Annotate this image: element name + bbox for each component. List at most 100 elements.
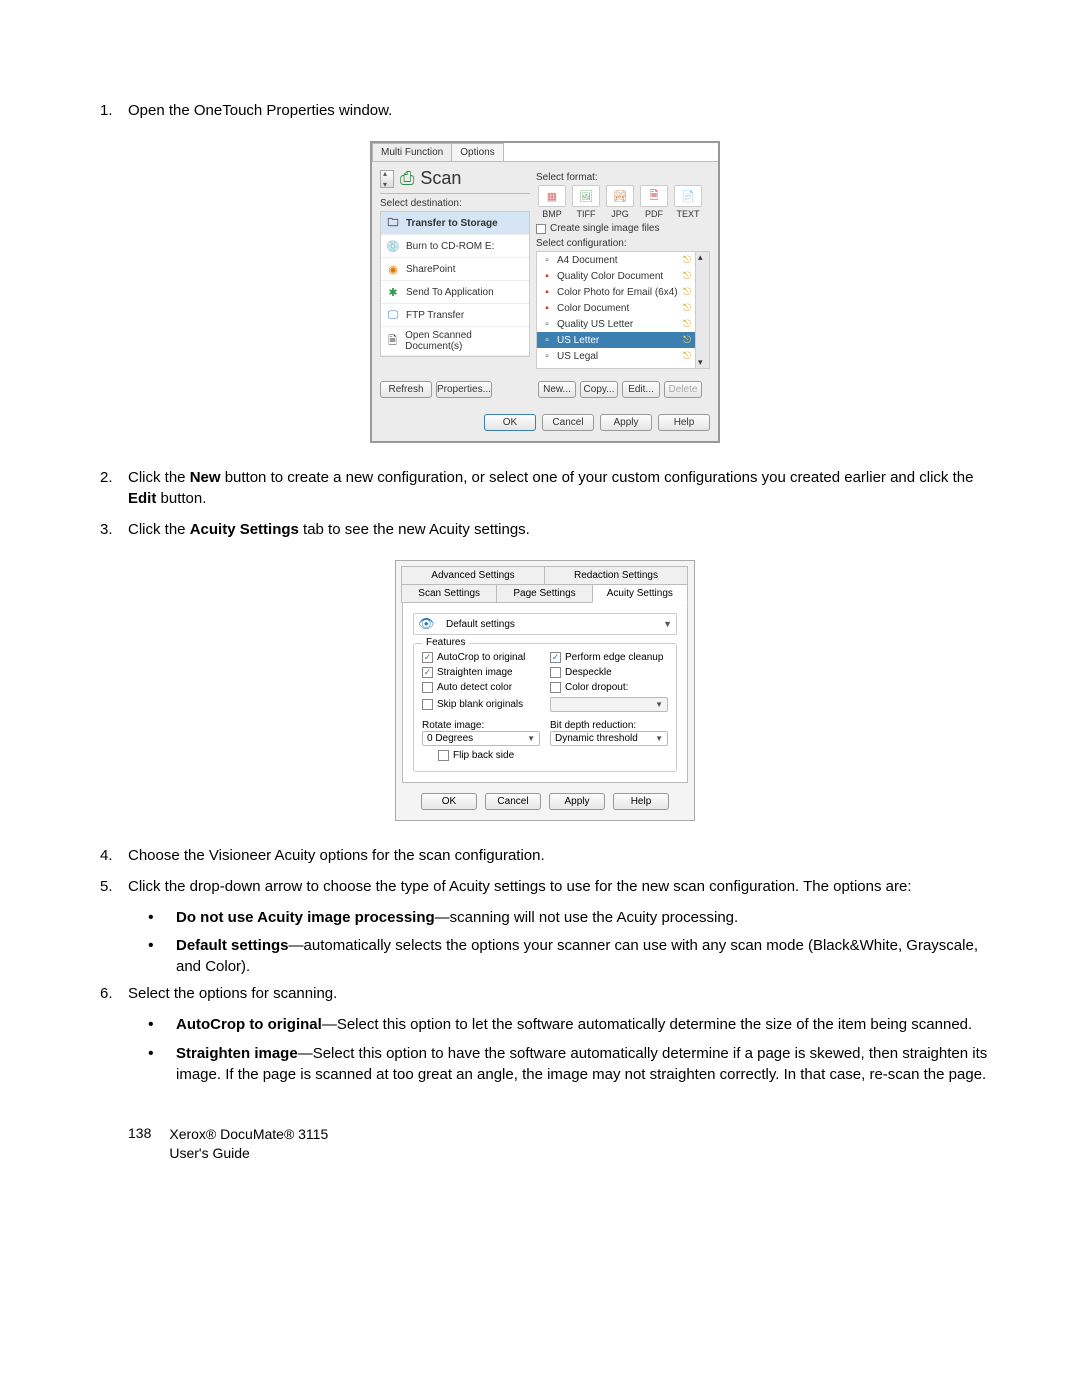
dest-sharepoint[interactable]: ◉SharePoint — [381, 258, 529, 281]
flip-checkbox[interactable] — [438, 750, 449, 761]
footer-line-1: Xerox® DocuMate® 3115 — [169, 1125, 328, 1145]
preset-value: Default settings — [446, 619, 515, 630]
skipblank-label: Skip blank originals — [437, 699, 523, 710]
straighten-checkbox[interactable]: ✓ — [422, 667, 433, 678]
fmt-pdf[interactable]: 🗎PDF — [638, 185, 670, 219]
refresh-button[interactable]: Refresh — [380, 381, 432, 398]
edge-checkbox[interactable]: ✓ — [550, 652, 561, 663]
footer-line-2: User's Guide — [169, 1144, 328, 1164]
dest-ftp[interactable]: 🖵FTP Transfer — [381, 304, 529, 327]
tab-options[interactable]: Options — [451, 143, 503, 161]
color-icon: ▪ — [541, 270, 553, 282]
step-num: 1. — [100, 100, 128, 121]
step-5-text: Click the drop-down arrow to choose the … — [128, 876, 990, 897]
autocolor-checkbox[interactable] — [422, 682, 433, 693]
help-button[interactable]: Help — [658, 414, 710, 431]
fmt-bmp[interactable]: ▦BMP — [536, 185, 568, 219]
cancel-button[interactable]: Cancel — [542, 414, 594, 431]
dest-sendapp[interactable]: ✱Send To Application — [381, 281, 529, 304]
step-1-text: Open the OneTouch Properties window. — [128, 100, 990, 121]
despeckle-checkbox[interactable] — [550, 667, 561, 678]
tab-acuity[interactable]: Acuity Settings — [592, 584, 688, 603]
flip-label: Flip back side — [453, 750, 514, 761]
page-icon: ▫ — [541, 350, 553, 362]
ftp-icon: 🖵 — [385, 307, 401, 323]
tab-page[interactable]: Page Settings — [496, 584, 592, 603]
onetouch-dialog: Multi Function Options ⎙ Scan Select des… — [370, 141, 720, 443]
delete-button: Delete — [664, 381, 702, 398]
select-config-label: Select configuration: — [536, 238, 710, 249]
scan-title: Scan — [420, 168, 461, 189]
page-icon: ▫ — [541, 318, 553, 330]
ok-button[interactable]: OK — [484, 414, 536, 431]
fmt-jpg[interactable]: 🏞JPG — [604, 185, 636, 219]
lock-icon: ⎋ — [683, 255, 691, 266]
cfg-usletter-selected[interactable]: ▫US Letter⎋ — [537, 332, 709, 348]
lock-icon: ⎋ — [683, 335, 691, 346]
bullet-text: AutoCrop to original—Select this option … — [176, 1014, 972, 1036]
autocrop-checkbox[interactable]: ✓ — [422, 652, 433, 663]
lock-icon: ⎋ — [683, 303, 691, 314]
tab-multi[interactable]: Multi Function — [372, 143, 452, 161]
step-3-text: Click the Acuity Settings tab to see the… — [128, 519, 990, 540]
apply-button[interactable]: Apply — [600, 414, 652, 431]
copy-button[interactable]: Copy... — [580, 381, 618, 398]
app-icon: ✱ — [385, 284, 401, 300]
select-format-label: Select format: — [536, 172, 710, 183]
step-num: 4. — [100, 845, 128, 866]
tab-scan[interactable]: Scan Settings — [401, 584, 497, 603]
cd-icon: 💿 — [385, 238, 401, 254]
page-number: 138 — [128, 1125, 151, 1164]
page-icon: ▫ — [541, 334, 553, 346]
bullet: • — [148, 907, 176, 929]
format-row: ▦BMP 🖼TIFF 🏞JPG 🗎PDF 📄TEXT — [536, 185, 710, 219]
step-4-text: Choose the Visioneer Acuity options for … — [128, 845, 990, 866]
lock-icon: ⎋ — [683, 351, 691, 362]
page-footer: 138 Xerox® DocuMate® 3115 User's Guide — [100, 1125, 990, 1164]
new-button[interactable]: New... — [538, 381, 576, 398]
bullet: • — [148, 1014, 176, 1036]
straighten-label: Straighten image — [437, 667, 513, 678]
help-button[interactable]: Help — [613, 793, 669, 810]
tab-advanced[interactable]: Advanced Settings — [401, 566, 545, 585]
dest-transfer[interactable]: 🗀Transfer to Storage — [381, 212, 529, 235]
dropout-checkbox[interactable] — [550, 682, 561, 693]
bullet-text: Do not use Acuity image processing—scann… — [176, 907, 738, 929]
apply-button[interactable]: Apply — [549, 793, 605, 810]
acuity-dialog: Advanced Settings Redaction Settings Sca… — [395, 560, 695, 821]
bitdepth-select[interactable]: Dynamic threshold▼ — [550, 731, 668, 746]
tab-redaction[interactable]: Redaction Settings — [544, 566, 688, 585]
lock-icon: ⎋ — [683, 271, 691, 282]
dest-burn[interactable]: 💿Burn to CD-ROM E: — [381, 235, 529, 258]
bullet: • — [148, 935, 176, 977]
spinner[interactable] — [380, 170, 394, 188]
dest-open[interactable]: 🗎Open Scanned Document(s) — [381, 327, 529, 356]
chevron-down-icon: ▼ — [663, 619, 672, 629]
folder-icon: 🗀 — [385, 215, 401, 231]
preset-dropdown[interactable]: 👁 Default settings ▼ — [413, 613, 677, 635]
step-2-text: Click the New button to create a new con… — [128, 467, 990, 509]
color-icon: ▪ — [541, 302, 553, 314]
autocolor-label: Auto detect color — [437, 682, 512, 693]
bullet-text: Straighten image—Select this option to h… — [176, 1043, 990, 1085]
rotate-select[interactable]: 0 Degrees▼ — [422, 731, 540, 746]
step-num: 3. — [100, 519, 128, 540]
autocrop-label: AutoCrop to original — [437, 652, 525, 663]
select-destination-label: Select destination: — [380, 198, 530, 209]
skipblank-checkbox[interactable] — [422, 699, 433, 710]
single-file-checkbox[interactable] — [536, 224, 546, 234]
edge-label: Perform edge cleanup — [565, 652, 663, 663]
doc-icon: 🗎 — [385, 333, 400, 349]
step-num: 2. — [100, 467, 128, 509]
ok-button[interactable]: OK — [421, 793, 477, 810]
scrollbar[interactable] — [695, 252, 709, 368]
cancel-button[interactable]: Cancel — [485, 793, 541, 810]
config-list[interactable]: ▫A4 Document⎋ ▪Quality Color Document⎋ ▪… — [536, 251, 710, 369]
properties-button[interactable]: Properties... — [436, 381, 492, 398]
fmt-text[interactable]: 📄TEXT — [672, 185, 704, 219]
scan-icon: ⎙ — [400, 168, 414, 189]
destination-list[interactable]: 🗀Transfer to Storage 💿Burn to CD-ROM E: … — [380, 211, 530, 357]
edit-button[interactable]: Edit... — [622, 381, 660, 398]
chevron-down-icon: ▼ — [655, 734, 663, 743]
fmt-tiff[interactable]: 🖼TIFF — [570, 185, 602, 219]
